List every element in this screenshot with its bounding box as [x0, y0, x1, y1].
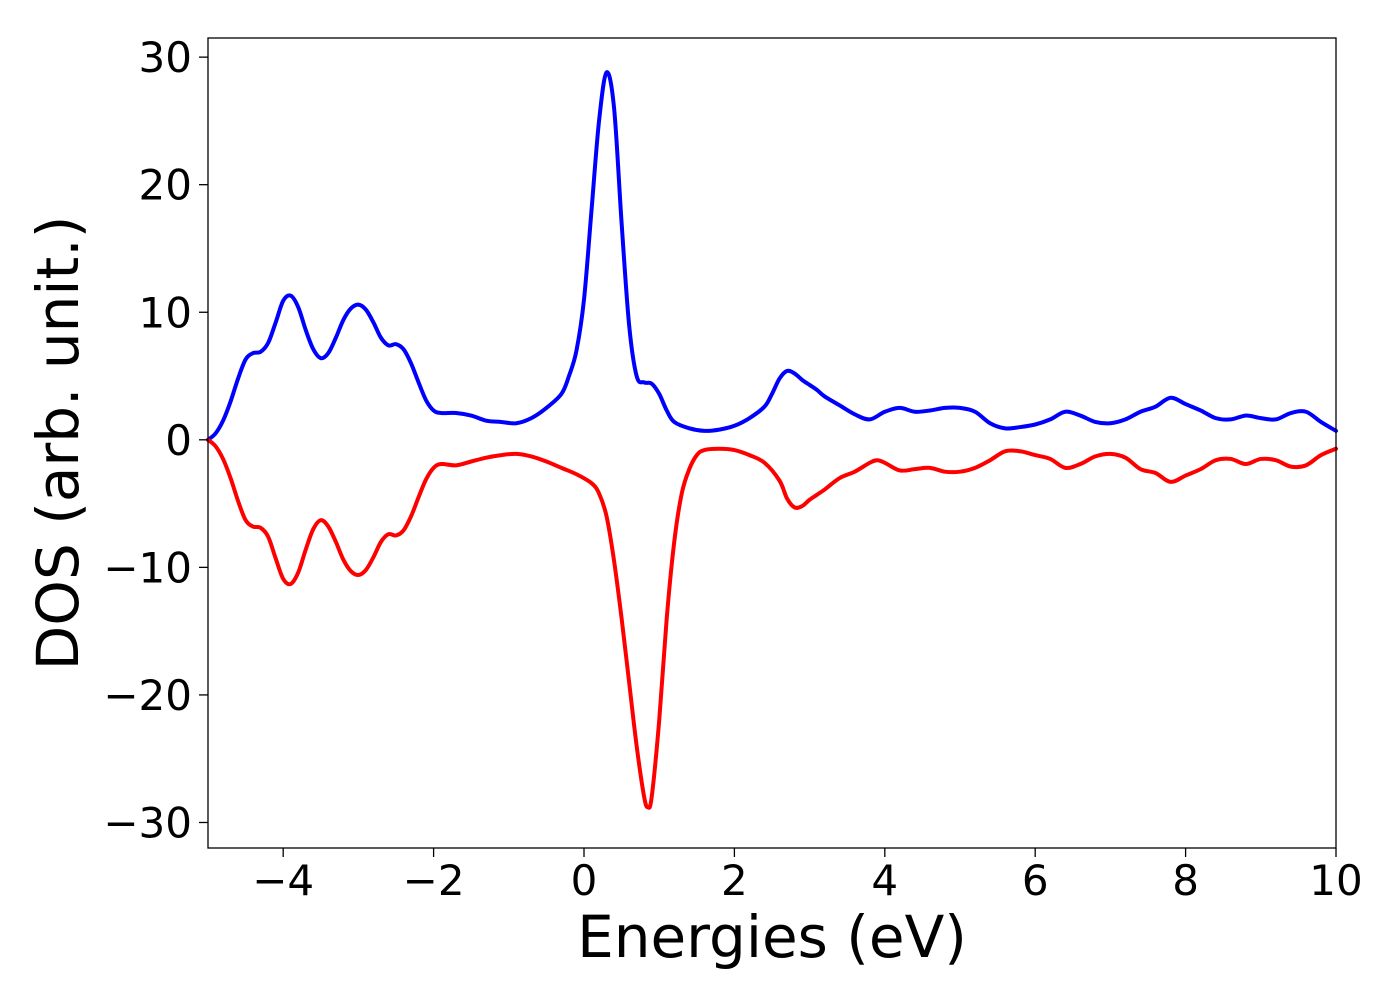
x-tick-label: 6: [1022, 856, 1049, 905]
y-tick-label: 0: [165, 416, 192, 465]
y-tick-label: −10: [103, 543, 192, 592]
x-tick-label: −2: [403, 856, 465, 905]
x-tick-label: 2: [721, 856, 748, 905]
y-axis-label: DOS (arb. unit.): [24, 216, 92, 671]
y-tick-label: −20: [103, 671, 192, 720]
y-tick-label: 30: [139, 33, 192, 82]
x-axis-label: Energies (eV): [577, 903, 967, 971]
x-tick-label: 4: [871, 856, 898, 905]
x-tick-label: 8: [1172, 856, 1199, 905]
y-tick-label: 10: [139, 288, 192, 337]
series-layer: [206, 70, 1338, 810]
series-line-spin-up: [206, 70, 1338, 442]
y-tick-label: 20: [139, 161, 192, 210]
plot-frame: [207, 37, 1337, 849]
x-tick-label: −4: [252, 856, 314, 905]
y-tick-label: −30: [103, 798, 192, 847]
x-tick-label: 10: [1309, 856, 1362, 905]
series-line-spin-down: [206, 437, 1338, 810]
x-tick-label: 0: [571, 856, 598, 905]
